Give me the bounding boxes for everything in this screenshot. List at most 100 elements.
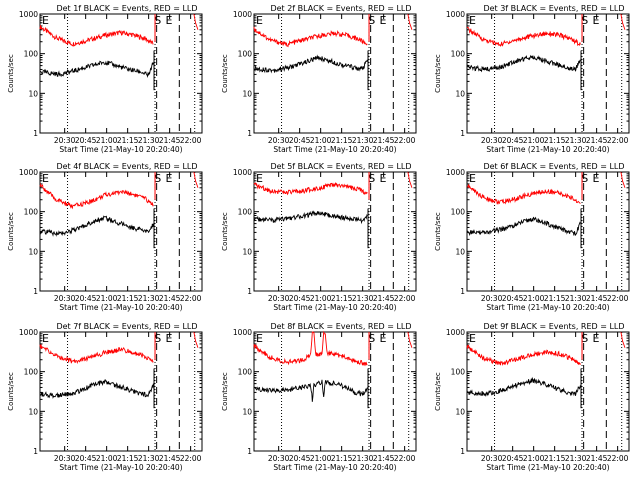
x-tick-label: 21:15 <box>117 454 139 463</box>
x-tick-label: 21:45 <box>586 454 608 463</box>
panel-title: Det 8f BLACK = Events, RED = LLD <box>270 322 411 331</box>
x-tick-label: 21:45 <box>373 294 395 303</box>
events-series-line <box>39 379 154 400</box>
events-series-line <box>39 60 154 79</box>
y-tick-label: 100 <box>238 368 253 377</box>
flag-label: S <box>581 172 588 185</box>
x-tick-label: 21:30 <box>138 294 160 303</box>
x-tick-label: 21:00 <box>523 294 545 303</box>
lld-series-line <box>39 344 154 365</box>
y-tick-label: 10 <box>242 247 252 256</box>
x-tick-label: 21:30 <box>138 454 160 463</box>
lld-series-line <box>466 26 581 47</box>
x-axis-label: Start Time (21-May-10 20:20:40) <box>486 463 609 472</box>
events-series-line <box>39 215 154 237</box>
x-axis-label: Start Time (21-May-10 20:20:40) <box>59 463 182 472</box>
y-tick-label: 100 <box>451 368 466 377</box>
panel-title: Det 4f BLACK = Events, RED = LLD <box>56 162 197 171</box>
events-series-line <box>466 54 581 73</box>
x-tick-label: 21:15 <box>544 454 566 463</box>
y-tick-label: 10 <box>28 407 38 416</box>
flag-label: E <box>593 332 600 345</box>
x-tick-label: 21:30 <box>565 454 587 463</box>
x-tick-label: 21:00 <box>310 294 332 303</box>
y-tick-label: 10 <box>455 89 465 98</box>
x-tick-label: 21:00 <box>96 454 118 463</box>
y-tick-label: 1 <box>247 287 252 296</box>
x-axis-label: Start Time (21-May-10 20:20:40) <box>59 303 182 312</box>
y-tick-label: 100 <box>24 50 39 59</box>
x-tick-label: 21:45 <box>159 294 181 303</box>
events-series-line <box>466 376 581 397</box>
x-tick-label: 21:30 <box>352 454 374 463</box>
lld-recovery-segment <box>620 171 626 188</box>
y-tick-label: 1 <box>460 287 465 296</box>
plot-frame <box>466 13 630 134</box>
detector-panel-2: Det 2f BLACK = Events, RED = LLD 1 10 100 10… <box>221 4 417 154</box>
y-tick-label: 10 <box>242 89 252 98</box>
y-tick-label: 1000 <box>19 10 38 19</box>
x-tick-label: 21:00 <box>523 454 545 463</box>
x-tick-label: 21:45 <box>373 136 395 145</box>
flag-label: S <box>154 14 161 27</box>
y-axis-label: Counts/sec <box>434 54 442 93</box>
detector-panel-1: Det 1f BLACK = Events, RED = LLD 1 10 100 10… <box>7 4 203 154</box>
flag-label: S <box>154 172 161 185</box>
panel-title: Det 6f BLACK = Events, RED = LLD <box>483 162 624 171</box>
lld-recovery-segment <box>193 331 199 348</box>
events-series-line <box>254 210 368 225</box>
y-tick-label: 100 <box>451 50 466 59</box>
flag-label: E <box>256 14 263 27</box>
lld-series-line <box>39 24 154 47</box>
x-tick-label: 21:45 <box>159 136 181 145</box>
x-tick-label: 20:45 <box>502 136 524 145</box>
y-tick-label: 100 <box>451 208 466 217</box>
flag-label: E <box>380 332 387 345</box>
y-tick-label: 1000 <box>233 328 252 337</box>
x-tick-label: 21:45 <box>586 136 608 145</box>
plot-frame <box>253 13 417 134</box>
lld-series-line <box>466 184 581 205</box>
x-tick-label: 20:45 <box>289 294 311 303</box>
y-tick-label: 100 <box>238 208 253 217</box>
flag-label: S <box>581 14 588 27</box>
detector-panel-7: Det 7f BLACK = Events, RED = LLD 1 10 100 10… <box>7 322 203 472</box>
lld-recovery-segment <box>407 13 413 30</box>
x-tick-label: 21:15 <box>544 294 566 303</box>
flag-label: E <box>256 332 263 345</box>
detector-panel-8: Det 8f BLACK = Events, RED = LLD 1 10 100 10… <box>221 322 417 472</box>
x-tick-label: 21:45 <box>586 294 608 303</box>
lld-series-line <box>253 330 368 367</box>
x-tick-label: 21:15 <box>331 454 353 463</box>
flag-label: E <box>593 14 600 27</box>
plot-frame <box>39 331 203 452</box>
y-axis-label: Counts/sec <box>221 212 229 251</box>
y-tick-label: 10 <box>455 247 465 256</box>
y-axis-label: Counts/sec <box>221 372 229 411</box>
x-axis-label: Start Time (21-May-10 20:20:40) <box>486 145 609 154</box>
x-tick-label: 22:00 <box>607 294 629 303</box>
y-axis-label: Counts/sec <box>7 372 15 411</box>
panel-title: Det 2f BLACK = Events, RED = LLD <box>270 4 411 13</box>
plot-frame <box>39 13 203 134</box>
x-tick-label: 20:45 <box>502 294 524 303</box>
x-tick-label: 20:45 <box>289 454 311 463</box>
lld-series-line <box>466 344 581 366</box>
lld-recovery-segment <box>407 171 413 188</box>
flag-label: E <box>593 172 600 185</box>
panel-title: Det 5f BLACK = Events, RED = LLD <box>270 162 411 171</box>
x-tick-label: 21:15 <box>331 294 353 303</box>
y-tick-label: 1000 <box>446 328 465 337</box>
lld-series-line <box>253 182 368 196</box>
plot-frame <box>253 331 417 452</box>
y-tick-label: 100 <box>24 208 39 217</box>
y-tick-label: 1000 <box>19 328 38 337</box>
plot-frame <box>39 171 203 292</box>
panel-title: Det 9f BLACK = Events, RED = LLD <box>483 322 624 331</box>
x-tick-label: 21:30 <box>565 294 587 303</box>
detector-panel-3: Det 3f BLACK = Events, RED = LLD 1 10 100 10… <box>434 4 630 154</box>
x-tick-label: 22:00 <box>394 454 416 463</box>
y-tick-label: 1 <box>460 129 465 138</box>
x-tick-label: 20:45 <box>75 136 97 145</box>
y-tick-label: 10 <box>242 407 252 416</box>
